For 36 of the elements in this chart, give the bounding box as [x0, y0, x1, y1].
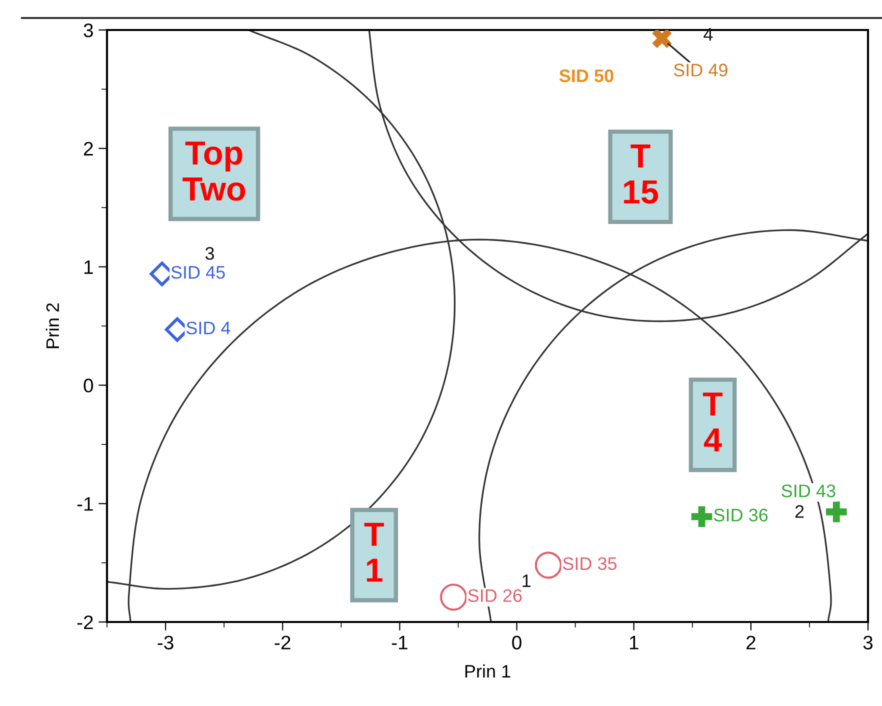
point [534, 552, 562, 579]
y-tick-label: -1 [77, 497, 93, 511]
point [652, 30, 672, 48]
point [826, 501, 847, 522]
y-tick-label: 0 [84, 378, 94, 392]
x-tick-label: 3 [863, 636, 873, 650]
data-label: SID 35 [562, 557, 617, 570]
data-label: SID 49 [674, 64, 728, 76]
annotation: T 15 [624, 144, 658, 204]
y-axis-title: Prin 2 [46, 303, 59, 348]
annotation: Top Two [182, 142, 246, 201]
annotation: T 4 [702, 392, 723, 452]
data-label: SID 26 [468, 589, 522, 602]
x-tick-label: 2 [746, 636, 756, 650]
annotation: 4 [704, 28, 713, 41]
annotation: 2 [795, 505, 804, 518]
data-label: SID 36 [714, 508, 768, 522]
annotation: 1 [522, 574, 530, 588]
annotation: SID 50 [559, 69, 614, 82]
point [691, 506, 712, 528]
data-label: SID 45 [171, 266, 225, 279]
y-tick-label: 1 [84, 260, 93, 274]
x-tick-label: -1 [392, 636, 408, 650]
x-tick-label: -2 [274, 636, 290, 650]
point [440, 584, 468, 611]
annotation: T 1 [364, 522, 384, 582]
data-label: SID 43 [782, 484, 836, 498]
x-tick-label: -3 [158, 636, 174, 650]
y-tick-label: 2 [84, 142, 93, 156]
x-axis-title: Prin 1 [465, 664, 510, 678]
y-tick-label: -2 [77, 615, 93, 630]
y-tick-label: 3 [84, 23, 93, 38]
x-tick-label: 1 [630, 636, 638, 650]
annotation: 3 [205, 247, 214, 260]
x-tick-label: 0 [512, 636, 522, 650]
data-label: SID 4 [186, 322, 230, 334]
